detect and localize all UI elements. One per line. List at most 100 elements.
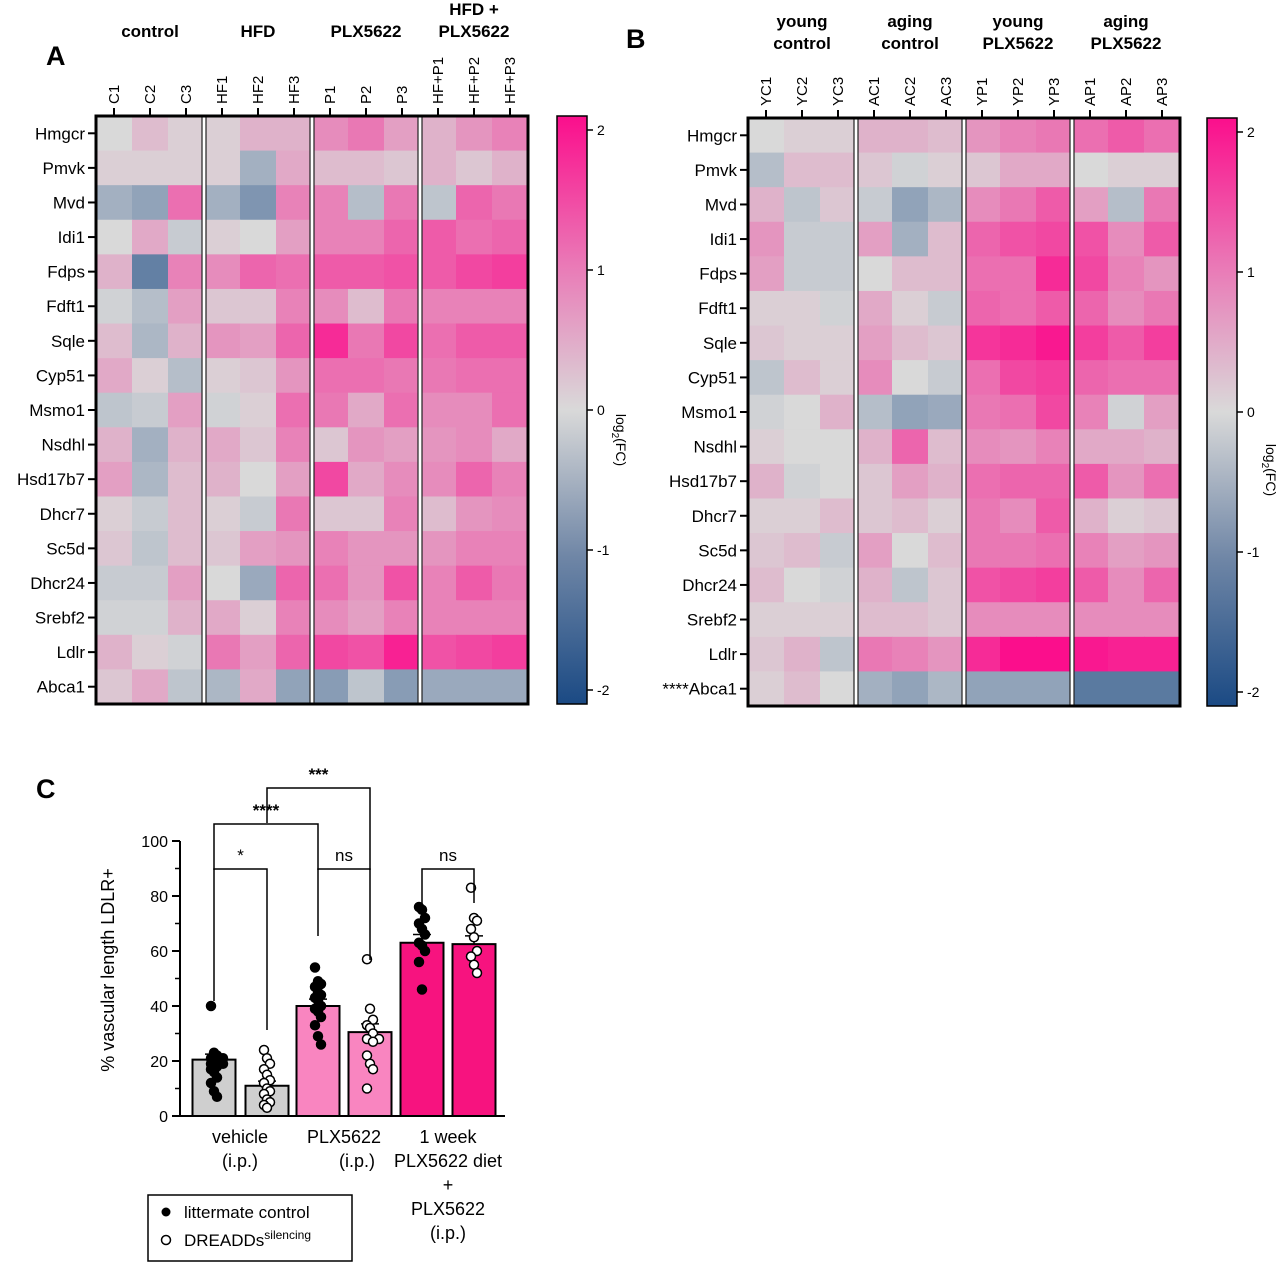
heatmap-a-cell-Nsdhl-C3 [168,427,205,463]
heatmap-a-cell-Fdft1-HF+P2 [456,288,493,325]
heatmap-b-group-label-0: young control [773,12,831,53]
heatmap-a-cell-Sqle-C1 [96,323,133,359]
heatmap-a-cell-Abca1-HF2 [240,669,277,705]
chart-c-y-tick-label-20: 20 [150,1054,168,1071]
heatmap-b-cell-Cyp51-AC2 [892,360,929,396]
heatmap-a-cell-Hmgcr-C2 [132,116,169,152]
heatmap-a-cell-Fdps-P1 [312,254,349,290]
heatmap-a-cell-Pmvk-HF1 [204,150,241,186]
heatmap-a-row-label-Dhcr7: Dhcr7 [40,505,85,524]
heatmap-b-cell-Dhcr7-AP3 [1144,498,1181,534]
chart-c-y-tick-label-40: 40 [150,999,168,1016]
heatmap-b-cell-Sc5d-AP3 [1144,533,1181,569]
heatmap-b-cell-Nsdhl-YP1 [964,429,1001,465]
heatmap-b-cell-Ldlr-AC3 [928,636,965,673]
heatmap-b-col-label-AP1: AP1 [1082,78,1099,106]
heatmap-a-cell-Hsd17b7-C3 [168,461,205,498]
heatmap-a-row-label-Sqle: Sqle [51,332,85,351]
heatmap-a-col-label-C3: C3 [178,85,195,104]
chart-c-point-0-2 [416,984,428,995]
heatmap-b-cell-Sc5d-AP2 [1108,533,1145,569]
heatmap-a-group-label-1: HFD [241,22,276,41]
heatmap-a-cell-Fdps-HF3 [276,254,313,290]
heatmap-b-cell-Sqle-AC3 [928,325,965,361]
heatmap-a-cell-Dhcr7-HF2 [240,496,277,532]
heatmap-b-cell-Fdps-AP3 [1144,256,1181,292]
heatmap-a-cell-Msmo1-HF3 [276,392,313,428]
heatmap-b-cell-Fdps-AC3 [928,256,965,292]
heatmap-b-cell-Msmo1-AC3 [928,394,965,430]
heatmap-b-row-label-Dhcr24: Dhcr24 [682,576,737,595]
heatmap-a-cell-Cyp51-C3 [168,358,205,394]
heatmap-b-cell-Sqle-AC1 [856,325,893,361]
heatmap-b-cell-Srebf2-YC2 [784,602,821,638]
chart-c-point-0-0 [205,1000,217,1012]
heatmap-a-cell-Idi1-C1 [96,219,133,255]
heatmap-a-cell-Srebf2-HF1 [204,600,241,636]
heatmap-a-cell-Pmvk-P2 [348,150,385,186]
heatmap-a-group-label-2: PLX5622 [331,22,402,41]
heatmap-b-row-label-Idi1: Idi1 [710,230,737,249]
colorbar-a: 2 1 0 -1 -2 log2(FC) [556,115,629,705]
heatmap-b-cell-Idi1-YP3 [1036,221,1073,257]
heatmap-b-cell-Hmgcr-YP1 [964,118,1001,154]
heatmap-b-cell-Idi1-YC2 [784,221,821,257]
heatmap-a-cell-Pmvk-P1 [312,150,349,186]
heatmap-a-cell-Sc5d-HF+P3 [492,531,529,567]
heatmap-a-cell-Abca1-HF+P1 [420,669,457,705]
heatmap-b-cell-Sqle-YC1 [748,325,785,361]
heatmap-b-cell-Ldlr-AP3 [1144,636,1181,673]
heatmap-a-cell-Sqle-P2 [348,323,385,359]
chart-c-significance-label-2: ns [439,846,457,865]
heatmap-a-cell-Mvd-C3 [168,185,205,221]
heatmap-a-cell-Fdps-HF1 [204,254,241,290]
heatmap-b-cell-Msmo1-AP2 [1108,394,1145,430]
heatmap-a-cell-Sc5d-HF1 [204,531,241,567]
heatmap-a-cell-Idi1-HF+P2 [456,219,493,255]
chart-c-category-label-1: PLX5622 (i.p.) [307,1127,381,1171]
heatmap-a-cell-Fdft1-HF+P1 [420,288,457,325]
heatmap-a-cell-Msmo1-HF1 [204,392,241,428]
heatmap-b-cell-Fdps-YP2 [1000,256,1037,292]
heatmap-a-cell-Nsdhl-C2 [132,427,169,463]
heatmap-b-cell-Dhcr24-YC1 [748,567,785,603]
heatmap-a-cell-Abca1-C1 [96,669,133,705]
heatmap-b-col-label-YP3: YP3 [1046,78,1063,106]
heatmap-b-cell-****Abca1-AC3 [928,671,965,707]
heatmap-a-cell-Srebf2-C1 [96,600,133,636]
heatmap-b-cell-Nsdhl-YC3 [820,429,857,465]
heatmap-a-cell-Srebf2-P2 [348,600,385,636]
heatmap-b-cell-Hsd17b7-AC3 [928,463,965,500]
heatmap-a-cell-Dhcr24-HF3 [276,565,313,601]
heatmap-b-row-label-Hmgcr: Hmgcr [687,126,737,145]
heatmap-b-row-label-Msmo1: Msmo1 [681,403,737,422]
heatmap-a-cell-Idi1-P2 [348,219,385,255]
heatmap-a-cell-Fdft1-HF1 [204,288,241,325]
heatmap-b-cell-Idi1-AP3 [1144,221,1181,257]
heatmap-a-cell-Msmo1-HF+P3 [492,392,529,428]
heatmap-b-cell-Nsdhl-AP2 [1108,429,1145,465]
chart-c-bar-1-1 [347,1031,393,1117]
heatmap-a-cell-Fdps-C2 [132,254,169,290]
heatmap-a-cell-Pmvk-HF+P1 [420,150,457,186]
heatmap-b-cell-****Abca1-YC2 [784,671,821,707]
heatmap-a-cell-Nsdhl-HF+P1 [420,427,457,463]
heatmap-b-cell-Dhcr7-YP1 [964,498,1001,534]
heatmap-a-cell-Nsdhl-HF+P2 [456,427,493,463]
chart-c-bar-0-2 [399,941,445,1117]
heatmap-a-col-label-HF1: HF1 [214,76,231,104]
heatmap-b-cell-Nsdhl-YC1 [748,429,785,465]
heatmap-b-cell-Dhcr24-AP2 [1108,567,1145,603]
heatmap-b-cell-Ldlr-AP1 [1072,636,1109,673]
chart-c-ylabel: % vascular length LDLR+ [98,868,118,1072]
heatmap-a-cell-Dhcr24-P2 [348,565,385,601]
heatmap-b-cell-Hmgcr-AC1 [856,118,893,154]
heatmap-b-cell-Nsdhl-AC1 [856,429,893,465]
heatmap-a-cell-Cyp51-HF+P2 [456,358,493,394]
colorbar-b-tick-label: 0 [1247,404,1255,420]
heatmap-b-cell-Fdft1-YC2 [784,290,821,327]
heatmap-b-cell-Pmvk-AP1 [1072,152,1109,188]
heatmap-b-cell-Idi1-YC1 [748,221,785,257]
heatmap-a-col-label-HF+P1: HF+P1 [430,57,447,104]
heatmap-a-row-label-Hsd17b7: Hsd17b7 [17,470,85,489]
